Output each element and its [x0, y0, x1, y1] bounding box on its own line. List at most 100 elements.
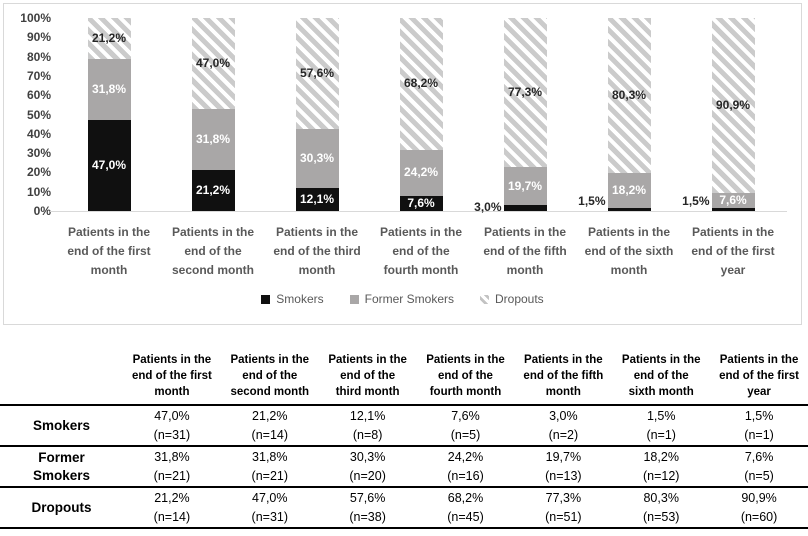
- smokers-swatch-icon: [261, 294, 271, 304]
- legend-item-dropouts: Dropouts: [479, 292, 544, 306]
- data-label-former: 18,2%: [611, 183, 647, 198]
- bar-slot: 3,0% 19,7% 77,3%: [473, 18, 577, 214]
- segment-dropouts: 68,2%: [399, 18, 443, 150]
- table-column-header: Patients in the end of the second month: [220, 340, 319, 406]
- table-corner-cell: [0, 340, 123, 406]
- y-tick-label: 80%: [26, 49, 51, 64]
- table-cell: 12,1% (n=8): [318, 406, 417, 447]
- chart-legend: Smokers Former Smokers Dropouts: [4, 292, 801, 306]
- table-column-header: Patients in the end of the fifth month: [514, 340, 613, 406]
- category-label: Patients in the end of the first month: [67, 225, 151, 277]
- table-cell: 68,2% (n=45): [416, 488, 515, 529]
- segment-dropouts: 47,0%: [191, 18, 235, 109]
- table-cell: 7,6% (n=5): [416, 406, 515, 447]
- segment-dropouts: 21,2%: [87, 18, 131, 59]
- data-label-dropouts: 80,3%: [611, 88, 647, 102]
- data-label-dropouts: 77,3%: [507, 85, 543, 100]
- bar-slot: 1,5% 7,6% 90,9%: [681, 18, 785, 211]
- table-cell: 47,0% (n=31): [220, 488, 319, 529]
- data-label-former: 24,2%: [403, 165, 439, 180]
- data-label-smokers: 47,0%: [91, 158, 127, 173]
- x-axis-category-labels: Patients in the end of the first month Pa…: [57, 223, 785, 280]
- table-row-label: Dropouts: [0, 488, 123, 529]
- category-label: Patients in the end of the second month: [171, 225, 254, 277]
- stacked-bar: 21,2% 31,8% 47,0%: [191, 18, 235, 211]
- legend-label-smokers: Smokers: [276, 292, 324, 306]
- table-row-label: Smokers: [0, 406, 123, 447]
- category-label: Patients in the end of the fifth month: [483, 225, 567, 277]
- results-table: Patients in the end of the first month Pa…: [0, 340, 808, 529]
- dropouts-swatch-icon: [479, 294, 489, 304]
- table-column-header: Patients in the end of the third month: [318, 340, 417, 406]
- table-cell: 21,2% (n=14): [220, 406, 319, 447]
- segment-former: 24,2%: [399, 149, 443, 197]
- segment-dropouts: 90,9%: [711, 18, 755, 194]
- y-tick-label: 100%: [20, 11, 51, 25]
- bar-slot: 12,1% 30,3% 57,6%: [265, 18, 369, 211]
- data-label-dropouts: 21,2%: [91, 30, 127, 45]
- segment-smokers: [503, 205, 547, 211]
- data-label-smokers: 3,0%: [474, 200, 502, 214]
- data-label-former: 19,7%: [507, 178, 543, 193]
- data-label-former: 30,3%: [299, 150, 335, 165]
- table-cell: 31,8% (n=21): [123, 447, 221, 488]
- segment-former: 30,3%: [295, 129, 339, 188]
- category-label: Patients in the end of the third month: [273, 225, 361, 277]
- table-cell: 47,0% (n=31): [123, 406, 221, 447]
- table-cell: 57,6% (n=38): [318, 488, 417, 529]
- bar-slot: 7,6% 24,2% 68,2%: [369, 18, 473, 211]
- table-cell: 1,5% (n=1): [710, 406, 808, 447]
- table-cell: 31,8% (n=21): [220, 447, 319, 488]
- table-cell: 3,0% (n=2): [514, 406, 613, 447]
- segment-former: 19,7%: [503, 167, 547, 206]
- stacked-bar: 12,1% 30,3% 57,6%: [295, 18, 339, 211]
- legend-label-former: Former Smokers: [364, 292, 454, 306]
- y-axis: 100% 90% 80% 70% 60% 50% 40% 30% 20% 10% 0%: [4, 11, 51, 218]
- y-tick-label: 0%: [33, 204, 51, 218]
- table-cell: 30,3% (n=20): [318, 447, 417, 488]
- data-label-smokers: 1,5%: [578, 194, 606, 208]
- segment-dropouts: 57,6%: [295, 18, 339, 130]
- stacked-bar: 1,5% 7,6% 90,9%: [682, 18, 755, 211]
- x-axis-line: [50, 211, 787, 212]
- data-label-dropouts: 57,6%: [299, 66, 335, 81]
- segment-smokers: 7,6%: [399, 196, 443, 211]
- legend-label-dropouts: Dropouts: [494, 292, 544, 306]
- data-label-smokers: 21,2%: [195, 183, 231, 198]
- table-cell: 7,6% (n=5): [710, 447, 808, 488]
- data-label-former: 31,8%: [195, 131, 231, 146]
- bar-slot: 21,2% 31,8% 47,0%: [161, 18, 265, 211]
- table-cell: 1,5% (n=1): [612, 406, 711, 447]
- data-label-former: 7,6%: [719, 193, 747, 208]
- y-tick-label: 20%: [26, 165, 51, 180]
- segment-former: 7,6%: [711, 193, 755, 209]
- segment-former: 31,8%: [87, 58, 131, 121]
- table-cell: 19,7% (n=13): [514, 447, 613, 488]
- data-label-dropouts: 68,2%: [403, 76, 439, 91]
- data-label-smokers: 1,5%: [682, 194, 710, 208]
- legend-item-former: Former Smokers: [349, 292, 454, 306]
- table-column-header: Patients in the end of the fourth month: [416, 340, 515, 406]
- data-label-smokers: 12,1%: [299, 191, 335, 206]
- bar-slot: 47,0% 31,8% 21,2%: [57, 18, 161, 211]
- data-label-former: 31,8%: [91, 82, 127, 97]
- segment-smokers: [607, 208, 651, 211]
- y-tick-label: 30%: [26, 146, 51, 161]
- data-label-dropouts: 90,9%: [715, 98, 751, 113]
- y-tick-label: 10%: [26, 184, 51, 199]
- segment-former: 31,8%: [191, 108, 235, 171]
- segment-dropouts: 80,3%: [607, 18, 651, 173]
- segment-former: 18,2%: [607, 172, 651, 209]
- table-cell: 18,2% (n=12): [612, 447, 711, 488]
- former-swatch-icon: [349, 294, 359, 304]
- bar-slot: 1,5% 18,2% 80,3%: [577, 18, 681, 211]
- table-cell: 90,9% (n=60): [710, 488, 808, 529]
- table-column-header: Patients in the end of the sixth month: [612, 340, 711, 406]
- legend-item-smokers: Smokers: [261, 292, 324, 306]
- segment-smokers: 21,2%: [191, 170, 235, 211]
- segment-smokers: 47,0%: [87, 120, 131, 211]
- table-column-header: Patients in the end of the first month: [123, 340, 221, 406]
- category-label: Patients in the end of the first year: [691, 225, 775, 277]
- table-cell: 80,3% (n=53): [612, 488, 711, 529]
- data-label-dropouts: 47,0%: [195, 55, 231, 70]
